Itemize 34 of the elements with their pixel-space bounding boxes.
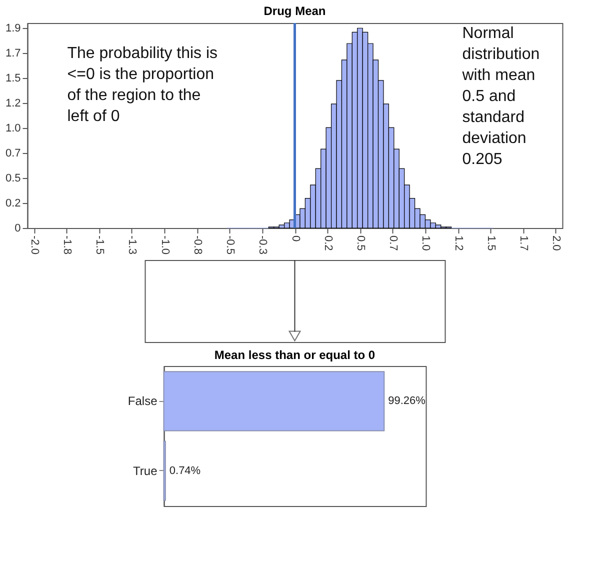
- chart-title: Drug Mean: [264, 4, 326, 18]
- x-tick-label: 2.0: [550, 236, 562, 251]
- annotation: The probability this is <=0 is the proportion of the region to the left of 0: [67, 45, 218, 125]
- y-tick-label: 1.7: [5, 48, 21, 60]
- x-tick-label: -1.3: [126, 236, 138, 254]
- x-tick-label: -1.5: [94, 236, 106, 254]
- x-tick-label: 1.7: [518, 236, 530, 251]
- x-tick-label: 1.2: [452, 236, 464, 251]
- y-tick-label: False: [128, 394, 158, 408]
- y-tick-label: 0.2: [5, 198, 21, 210]
- x-tick-label: -1.0: [158, 236, 171, 254]
- y-tick-label: 1.5: [5, 72, 21, 85]
- x-tick-label: 1.5: [484, 236, 497, 251]
- x-tick-label: -1.8: [60, 236, 73, 254]
- x-tick-label: -0.8: [191, 236, 204, 254]
- x-tick-label: 0: [289, 236, 302, 242]
- annotation: Normal distribution with mean 0.5 and standard deviation 0.205: [461, 25, 540, 168]
- x-tick-label: 0.5: [354, 236, 366, 251]
- data-label: 0.74%: [169, 464, 201, 477]
- x-tick-label: -2.0: [28, 236, 40, 254]
- x-tick-label: 0.2: [322, 236, 334, 251]
- y-tick-label: 0: [14, 222, 21, 234]
- y-tick-label: True: [133, 464, 158, 478]
- y-tick-label: 1.2: [5, 98, 21, 110]
- x-tick-label: -0.3: [256, 236, 269, 254]
- y-tick-label: 0.7: [5, 148, 21, 160]
- chart-title: Mean less than or equal to 0: [214, 348, 376, 362]
- data-label: 99.26%: [388, 395, 426, 408]
- x-tick-label: 1.0: [420, 236, 432, 251]
- x-tick-label: -0.5: [224, 236, 236, 254]
- x-tick-label: 0.7: [387, 236, 400, 251]
- y-tick-label: 1.9: [5, 22, 21, 35]
- y-tick-label: 0.5: [5, 172, 21, 185]
- y-tick-label: 1.0: [5, 122, 21, 135]
